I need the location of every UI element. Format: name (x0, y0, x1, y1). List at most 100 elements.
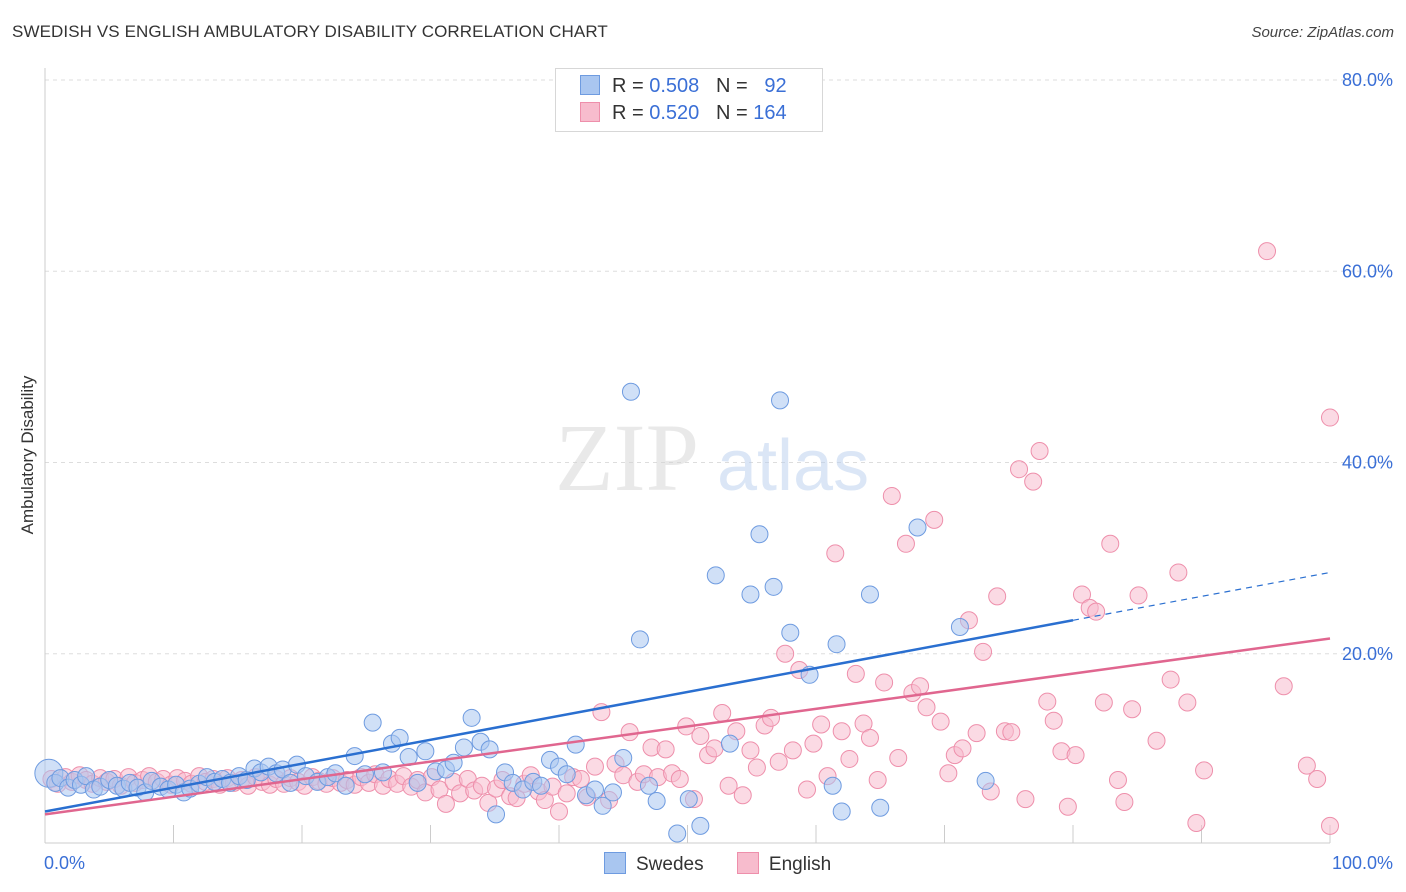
swedes-legend-swatch (604, 852, 626, 874)
english-point (939, 764, 958, 783)
grid-lines (45, 79, 1392, 655)
english-point (868, 770, 887, 789)
english-point (804, 734, 823, 753)
english-point (1161, 670, 1180, 689)
y-axis-label: Ambulatory Disability (18, 375, 37, 535)
swedes-point (585, 780, 604, 799)
english-point (585, 757, 604, 776)
swedes-point (679, 790, 698, 809)
y-tick-label: 60.0% (1342, 261, 1393, 281)
swedes-trend-extension (1072, 571, 1331, 621)
swedes-point (408, 773, 427, 792)
swedes-point (668, 824, 687, 843)
swedes-point (336, 776, 355, 795)
watermark-zip: ZIP (555, 404, 699, 511)
swedes-point (614, 748, 633, 767)
swedes-r-value: 0.508 (649, 75, 700, 97)
swedes-point (832, 802, 851, 821)
swedes-point (647, 792, 666, 811)
english-point (1274, 677, 1293, 696)
swedes-legend-label: Swedes (636, 854, 704, 875)
english-point (875, 673, 894, 692)
swedes-point (976, 771, 995, 790)
english-point (1072, 585, 1091, 604)
swedes-point (771, 391, 790, 410)
swedes-point (750, 525, 769, 544)
english-point (1108, 770, 1127, 789)
english-point (550, 802, 568, 821)
y-tick-label: 80.0% (1342, 70, 1393, 90)
english-point (719, 776, 738, 795)
english-points (42, 242, 1339, 835)
axes (44, 68, 1331, 844)
swedes-point (950, 617, 969, 636)
english-legend-swatch (736, 852, 759, 874)
english-point (557, 784, 576, 803)
english-point (656, 740, 675, 759)
swedes-point (706, 566, 725, 585)
english-point (931, 712, 950, 731)
english-point (1016, 790, 1035, 809)
swedes-point (487, 805, 506, 824)
english-point (1024, 472, 1043, 491)
english-point (1169, 563, 1188, 582)
english-point (812, 715, 831, 734)
trend-lines (44, 571, 1331, 816)
english-point (1147, 731, 1166, 750)
swedes-point (621, 382, 640, 401)
english-point (1010, 460, 1029, 479)
swedes-point (532, 776, 551, 795)
swedes-point (764, 577, 783, 596)
swedes-point (823, 776, 842, 795)
stats-legend: R = 0.508 N = 92 R = 0.520 N = 164 (555, 68, 823, 132)
english-point (1094, 693, 1113, 712)
english-point (860, 728, 879, 747)
legend-item-swedes[interactable]: Swedes (604, 852, 704, 876)
english-point (1195, 761, 1214, 780)
swedes-point (908, 518, 927, 537)
swedes-point (781, 623, 800, 642)
english-point (911, 677, 930, 696)
english-point (1038, 692, 1057, 711)
swedes-point (691, 816, 710, 835)
english-point (925, 510, 944, 529)
watermark-atlas: atlas (717, 426, 869, 506)
english-point (967, 724, 986, 743)
swedes-point (603, 783, 622, 802)
english-point (1066, 746, 1085, 765)
english-point (1297, 756, 1316, 775)
y-tick-label: 20.0% (1342, 644, 1393, 664)
english-point (1258, 242, 1277, 261)
swedes-trend-line (44, 619, 1074, 813)
english-point (1030, 442, 1049, 461)
legend-item-english[interactable]: English (736, 852, 831, 876)
english-point (1115, 792, 1134, 811)
english-point (988, 587, 1007, 606)
english-point (713, 704, 732, 723)
swedes-point (720, 734, 739, 753)
english-point (974, 642, 993, 661)
english-point (1058, 797, 1077, 816)
x-tick-label: 0.0% (44, 853, 85, 873)
english-point (776, 644, 795, 663)
swedes-point (363, 713, 382, 732)
english-point (1321, 816, 1339, 835)
english-n-value: 164 (753, 102, 787, 124)
english-point (1308, 770, 1327, 789)
swedes-point (593, 796, 612, 815)
series-legend: Swedes English (604, 852, 859, 876)
english-point (896, 534, 915, 553)
swedes-point (416, 742, 435, 761)
swedes-point (355, 765, 374, 784)
source-label: Source: ZipAtlas.com (1251, 24, 1394, 41)
legend-row-english: R = 0.520 N = 164 (580, 102, 787, 126)
english-point (840, 749, 859, 768)
english-point (1129, 586, 1148, 605)
english-point (670, 770, 689, 789)
swedes-point (454, 738, 473, 757)
swedes-point (741, 585, 760, 604)
english-swatch (580, 102, 600, 122)
swedes-point (639, 776, 658, 795)
english-point (1044, 711, 1063, 730)
